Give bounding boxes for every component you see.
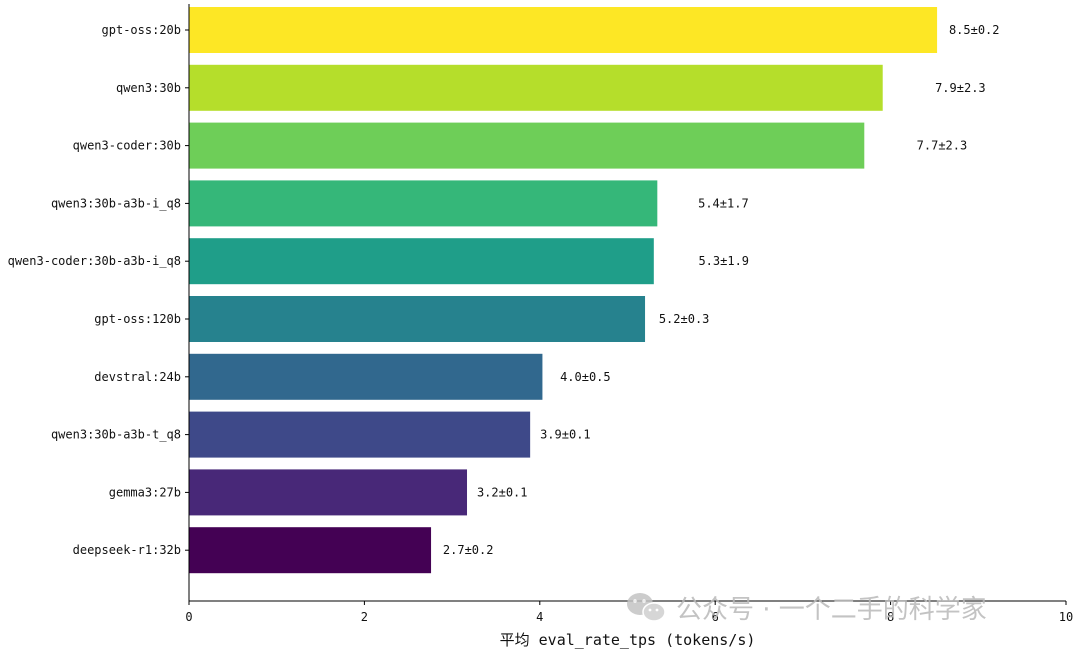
category-label-5: gpt-oss:120b: [94, 312, 181, 326]
x-tick-label-4: 8: [887, 610, 894, 624]
category-label-2: qwen3-coder:30b: [73, 139, 181, 153]
x-tick-label-3: 6: [712, 610, 719, 624]
bars-group: [189, 7, 938, 574]
bar-1: [189, 64, 883, 111]
bar-3: [189, 180, 658, 227]
bar-9: [189, 527, 432, 574]
category-label-8: gemma3:27b: [109, 485, 181, 499]
value-label-7: 3.9±0.1: [540, 428, 591, 442]
value-label-3: 5.4±1.7: [698, 196, 749, 210]
value-label-9: 2.7±0.2: [443, 543, 494, 557]
watermark-text: 公众号 · 一个二手的科学家: [676, 595, 987, 625]
value-label-4: 5.3±1.9: [698, 254, 749, 268]
x-axis-title: 平均 eval_rate_tps (tokens/s): [500, 631, 756, 649]
value-labels: 8.5±0.2 7.9±2.3 7.7±2.3 5.4±1.7 5.3±1.9 5.2±0…: [443, 23, 1000, 557]
bar-5: [189, 296, 646, 342]
wechat-icon: [627, 593, 666, 622]
category-label-1: qwen3:30b: [116, 81, 181, 95]
value-label-8: 3.2±0.1: [477, 485, 528, 499]
value-label-6: 4.0±0.5: [560, 370, 611, 384]
x-tick-label-5: 10: [1059, 610, 1073, 624]
bar-2: [189, 122, 865, 169]
category-labels: gpt-oss:20b qwen3:30b qwen3-coder:30b qwen3…: [8, 23, 189, 557]
category-label-3: qwen3:30b-a3b-i_q8: [51, 196, 181, 210]
bar-0: [189, 7, 938, 53]
category-label-6: devstral:24b: [94, 370, 181, 384]
category-label-0: gpt-oss:20b: [102, 23, 181, 37]
x-tick-label-0: 0: [185, 610, 192, 624]
x-tick-label-1: 2: [361, 610, 368, 624]
value-label-5: 5.2±0.3: [659, 312, 710, 326]
value-label-1: 7.9±2.3: [935, 81, 986, 95]
value-label-2: 7.7±2.3: [917, 139, 968, 153]
category-label-7: qwen3:30b-a3b-t_q8: [51, 428, 181, 442]
x-tick-label-2: 4: [536, 610, 543, 624]
bar-6: [189, 353, 543, 400]
bar-7: [189, 411, 531, 458]
category-label-4: qwen3-coder:30b-a3b-i_q8: [8, 254, 181, 268]
bar-4: [189, 238, 654, 285]
category-label-9: deepseek-r1:32b: [73, 543, 181, 557]
watermark: 公众号 · 一个二手的科学家: [627, 593, 987, 625]
bar-8: [189, 469, 468, 516]
value-label-0: 8.5±0.2: [949, 23, 1000, 37]
